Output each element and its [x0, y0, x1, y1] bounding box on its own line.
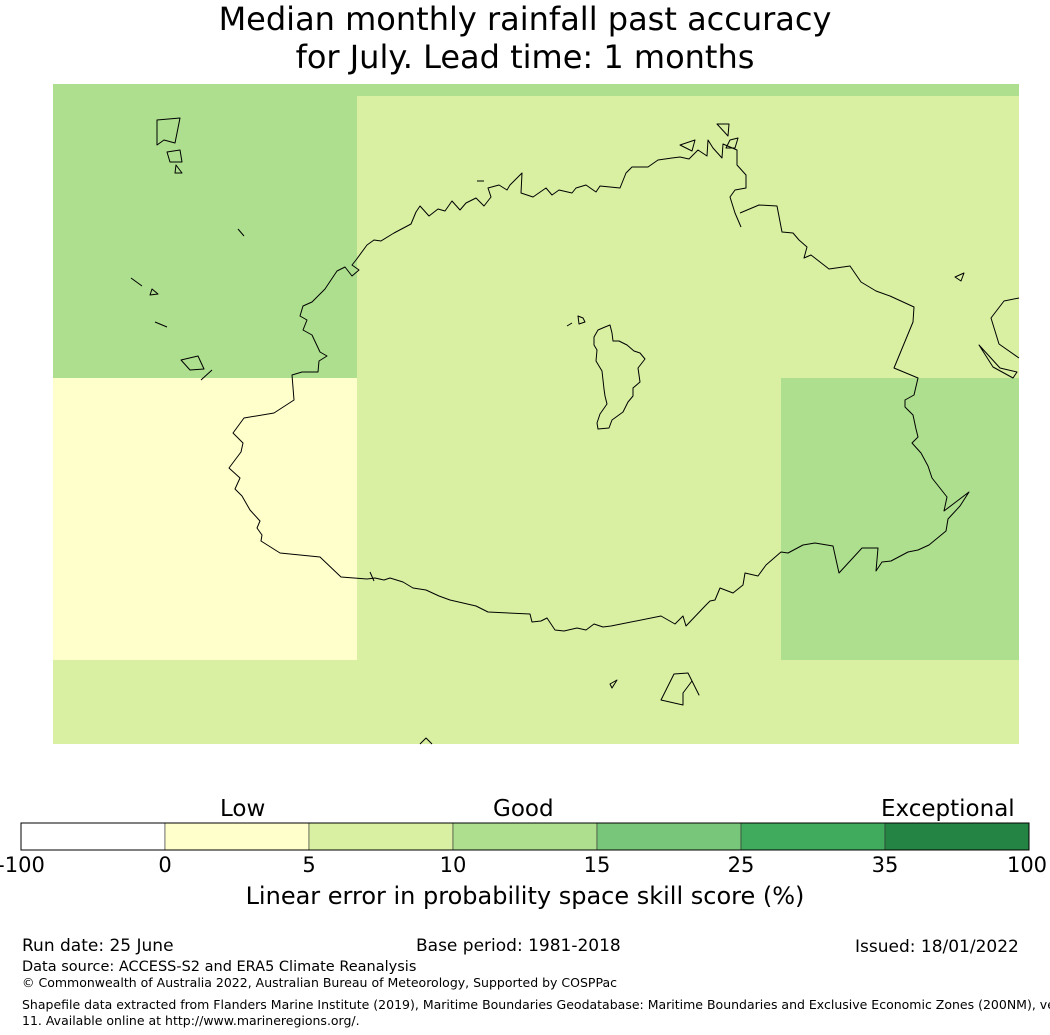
island-nw-3: [174, 164, 183, 174]
eez-boundary: [228, 139, 970, 632]
island-s-1: [609, 679, 618, 689]
island-e-2: [990, 297, 1020, 359]
colorbar-label-exceptional: Exceptional: [881, 796, 1015, 822]
colorbar-tick-label: 10: [439, 853, 467, 877]
colorbar-bin: [164, 822, 310, 851]
island-nw-7: [154, 321, 168, 328]
colorbar-tick-label: 5: [302, 853, 316, 877]
coastlines: [130, 117, 1020, 745]
colorbar-tick-label: 0: [158, 853, 172, 877]
island-w-2: [200, 369, 213, 381]
grid-cell-south-band: [53, 660, 1019, 744]
island-ne-2: [716, 123, 730, 137]
colorbar-bin: [20, 822, 166, 851]
colorbar-tick-label: 35: [871, 853, 899, 877]
grid-cell-northwest-block: [53, 84, 357, 378]
colorbar-bin: [452, 822, 598, 851]
island-s-2: [660, 672, 700, 706]
map-title-line-2: for July. Lead time: 1 months: [295, 38, 755, 76]
run-date: Run date: 25 June: [22, 936, 174, 956]
islet-near-main-1: [577, 315, 586, 325]
island-nw-6: [149, 288, 159, 296]
eez-boundary-line: [228, 139, 970, 632]
map-title: Median monthly rainfall past accuracy fo…: [0, 0, 1050, 76]
colorbar-bin: [596, 822, 742, 851]
shapefile-credit-line-1: Shapefile data extracted from Flanders M…: [22, 997, 1050, 1012]
island-s-3: [419, 737, 433, 745]
eez-boundary-tick-west: [369, 571, 375, 582]
island-ne-1: [679, 139, 696, 152]
island-nw-2: [166, 149, 183, 163]
data-source: Data source: ACCESS-S2 and ERA5 Climate …: [22, 959, 417, 975]
copyright-notice: © Commonwealth of Australia 2022, Austra…: [22, 975, 617, 990]
grid-cell-west-block: [53, 378, 357, 660]
base-period: Base period: 1981-2018: [416, 936, 621, 956]
issued-date: Issued: 18/01/2022: [855, 937, 1019, 957]
islet-near-main-2: [566, 322, 573, 327]
colorbar-tick-label: 25: [727, 853, 755, 877]
colorbar-axis-label: Linear error in probability space skill …: [245, 882, 805, 910]
island-ne-3: [725, 137, 739, 149]
colorbar-tick-label: -100: [0, 853, 45, 877]
island-main: [593, 324, 646, 430]
island-nw-4: [237, 228, 245, 237]
colorbar-bin: [740, 822, 886, 851]
island-e-1: [954, 272, 965, 282]
colorbar-bin: [308, 822, 454, 851]
colorbar-outline: [20, 822, 1030, 851]
colorbar-tick-label: 15: [583, 853, 611, 877]
island-nw-1: [156, 117, 181, 146]
colorbar-tick-label: 100: [1006, 853, 1048, 877]
colorbar-bin: [884, 822, 1030, 851]
island-w-1: [180, 355, 205, 371]
colorbar-label-low: Low: [220, 796, 266, 822]
shapefile-credit-line-2: 11. Available online at http://www.marin…: [22, 1013, 360, 1028]
grid-cell-east-block: [781, 378, 1019, 660]
map-title-line-1: Median monthly rainfall past accuracy: [218, 0, 832, 38]
colorbar: [20, 822, 1030, 851]
skill-grid: [53, 84, 1019, 744]
island-nw-5: [130, 277, 143, 287]
island-e-3: [978, 344, 1018, 379]
colorbar-label-good: Good: [493, 796, 554, 822]
